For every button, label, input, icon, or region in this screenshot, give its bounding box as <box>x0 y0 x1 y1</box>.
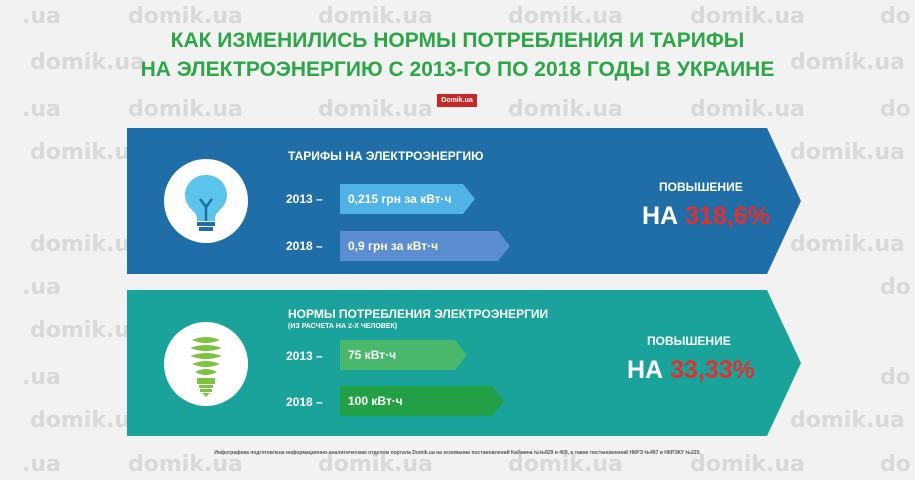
watermark: domik.ua <box>30 140 145 165</box>
increase-prefix: НА <box>642 202 679 230</box>
watermark: domik.ua <box>508 452 623 477</box>
increase-percent: 318,6% <box>685 202 770 230</box>
tariff-value-2018: 0,9 грн за кВт·ч <box>348 239 439 253</box>
watermark: .ua <box>22 4 61 29</box>
infographic-title: КАК ИЗМЕНИЛИСЬ НОРМЫ ПОТРЕБЛЕНИЯ И ТАРИФ… <box>0 26 915 84</box>
tariffs-title: ТАРИФЫ НА ЭЛЕКТРОЭНЕРГИЮ <box>288 149 484 163</box>
energy-saving-lamp-icon <box>190 337 222 397</box>
watermark: do <box>880 452 911 477</box>
tariffs-increase-value: НА 318,6% <box>642 202 770 231</box>
norms-panel-shape <box>127 290 801 436</box>
tariffs-panel: ТАРИФЫ НА ЭЛЕКТРОЭНЕРГИЮ 2013 – 0,215 гр… <box>127 128 801 274</box>
watermark: domik.ua <box>790 232 905 257</box>
footnote: Инфографика подготовлена информационно-а… <box>214 450 701 456</box>
norms-panel: НОРМЫ ПОТРЕБЛЕНИЯ ЭЛЕКТРОЭНЕРГИИ (ИЗ РАС… <box>127 290 801 436</box>
watermark: .ua <box>22 452 61 477</box>
norms-increase-label: ПОВЫШЕНИЕ <box>647 334 731 348</box>
norms-increase-value: НА 33,33% <box>627 356 755 385</box>
watermark: domik.ua <box>690 452 805 477</box>
watermark: domik.ua <box>790 408 905 433</box>
tariff-year-2013: 2013 – <box>286 192 323 206</box>
watermark: domik.ua <box>128 452 243 477</box>
watermark: domik.ua <box>508 97 623 122</box>
watermark: .ua <box>22 365 61 390</box>
watermark: domik.ua <box>790 50 905 75</box>
title-line-1: КАК ИЗМЕНИЛИСЬ НОРМЫ ПОТРЕБЛЕНИЯ И ТАРИФ… <box>170 29 745 52</box>
norms-title: НОРМЫ ПОТРЕБЛЕНИЯ ЭЛЕКТРОЭНЕРГИИ <box>288 307 549 321</box>
norm-year-2013: 2013 – <box>286 349 323 363</box>
norm-value-2013: 75 кВт·ч <box>348 348 397 362</box>
norms-subtitle: (ИЗ РАСЧЕТА НА 2-Х ЧЕЛОВЕК) <box>288 323 398 330</box>
tag-shape <box>340 340 467 370</box>
watermark: do <box>880 97 911 122</box>
watermark: domik.ua <box>30 232 145 257</box>
tag-shape <box>340 231 510 261</box>
tariff-tag-2013: 0,215 грн за кВт·ч <box>340 184 475 214</box>
watermark: domik.ua <box>128 4 243 29</box>
watermark: do <box>880 275 911 300</box>
tariff-year-2018: 2018 – <box>286 239 323 253</box>
watermark: domik.ua <box>690 97 805 122</box>
tag-shape <box>340 386 504 416</box>
tariff-tag-2018: 0,9 грн за кВт·ч <box>340 231 510 261</box>
watermark: .ua <box>22 97 61 122</box>
norm-tag-2018: 100 кВт·ч <box>340 386 504 416</box>
watermark: domik.ua <box>30 318 145 343</box>
watermark: domik.ua <box>690 4 805 29</box>
title-line-2: НА ЭЛЕКТРОЭНЕРГИЮ С 2013-ГО ПО 2018 ГОДЫ… <box>140 58 775 81</box>
watermark: domik.ua <box>508 4 623 29</box>
norm-tag-2013: 75 кВт·ч <box>340 340 467 370</box>
norm-value-2018: 100 кВт·ч <box>348 394 403 408</box>
watermark: do <box>880 365 911 390</box>
watermark: domik.ua <box>790 140 905 165</box>
increase-percent: 33,33% <box>670 356 755 384</box>
watermark: do <box>880 4 911 29</box>
watermark: domik.ua <box>30 50 145 75</box>
watermark: domik.ua <box>30 408 145 433</box>
lightbulb-icon <box>185 175 227 231</box>
domik-logo: Domik.ua <box>437 94 477 107</box>
tariffs-increase-label: ПОВЫШЕНИЕ <box>659 180 743 194</box>
watermark: domik.ua <box>318 4 433 29</box>
norms-icon-circle <box>164 322 248 406</box>
norm-year-2018: 2018 – <box>286 395 323 409</box>
watermark: .ua <box>22 275 61 300</box>
tariffs-icon-circle <box>164 159 248 243</box>
tag-shape <box>340 184 475 214</box>
watermark: domik.ua <box>318 452 433 477</box>
watermark: domik.ua <box>128 97 243 122</box>
watermark: domik.ua <box>318 97 433 122</box>
increase-prefix: НА <box>627 356 664 384</box>
tariff-value-2013: 0,215 грн за кВт·ч <box>348 192 452 206</box>
